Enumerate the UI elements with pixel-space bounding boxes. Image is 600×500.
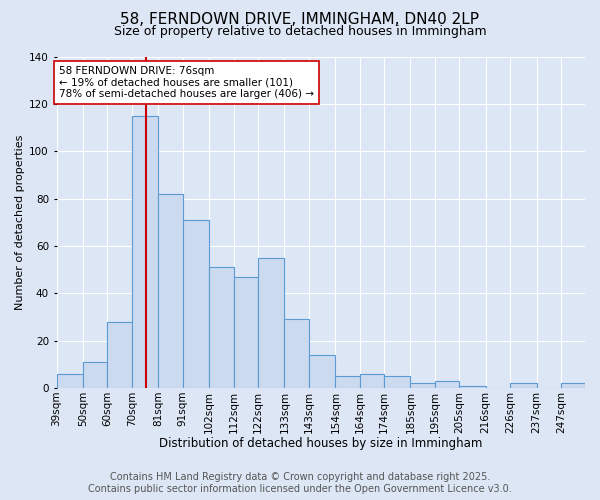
Text: 58, FERNDOWN DRIVE, IMMINGHAM, DN40 2LP: 58, FERNDOWN DRIVE, IMMINGHAM, DN40 2LP <box>121 12 479 28</box>
Text: Contains HM Land Registry data © Crown copyright and database right 2025.
Contai: Contains HM Land Registry data © Crown c… <box>88 472 512 494</box>
Bar <box>209 267 233 388</box>
Bar <box>459 386 485 388</box>
Bar <box>359 374 384 388</box>
Text: Size of property relative to detached houses in Immingham: Size of property relative to detached ho… <box>113 25 487 38</box>
Bar <box>435 381 459 388</box>
Bar <box>83 362 107 388</box>
Bar <box>56 374 83 388</box>
X-axis label: Distribution of detached houses by size in Immingham: Distribution of detached houses by size … <box>159 437 482 450</box>
Bar <box>510 383 536 388</box>
Bar <box>158 194 182 388</box>
Bar <box>233 276 258 388</box>
Bar <box>182 220 209 388</box>
Bar <box>107 322 132 388</box>
Bar <box>132 116 158 388</box>
Bar <box>561 383 585 388</box>
Text: 58 FERNDOWN DRIVE: 76sqm
← 19% of detached houses are smaller (101)
78% of semi-: 58 FERNDOWN DRIVE: 76sqm ← 19% of detach… <box>59 66 314 99</box>
Bar <box>258 258 284 388</box>
Bar <box>384 376 410 388</box>
Bar <box>284 320 308 388</box>
Bar <box>308 355 335 388</box>
Bar <box>335 376 359 388</box>
Bar <box>410 383 435 388</box>
Y-axis label: Number of detached properties: Number of detached properties <box>15 134 25 310</box>
